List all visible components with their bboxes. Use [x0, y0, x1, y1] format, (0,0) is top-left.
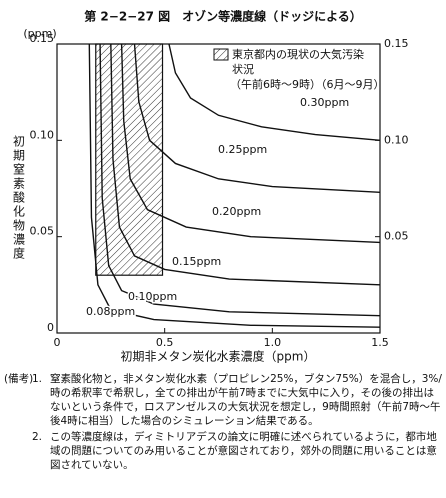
isopleth: [168, 43, 381, 142]
y-tick-label: 0.05: [30, 225, 55, 238]
note-number: 1.: [31, 373, 42, 385]
y2-tick-label: 0.15: [384, 37, 409, 50]
x-tick-label: 0: [54, 336, 61, 349]
isopleth-label: 0.30ppm: [300, 96, 349, 109]
isopleth: [88, 43, 381, 328]
x-tick-label: 0.5: [156, 336, 174, 349]
isopleth: [99, 43, 381, 317]
y-axis-label: 初期窒素酸化物濃度: [12, 135, 26, 261]
legend-swatch: [213, 48, 229, 61]
isopleth-label: 0.15ppm: [172, 255, 221, 268]
isopleth-label: 0.20ppm: [212, 205, 261, 218]
chart-title: 第 2−2−27 図 オゾン等濃度線（ドッジによる）: [84, 9, 362, 24]
note-item: 2. この等濃度線は，ディミトリアデスの論文に明確に述べられているように，都市地域…: [4, 430, 442, 472]
isopleth-label: 0.08ppm: [86, 305, 135, 318]
note-text: この等濃度線は，ディミトリアデスの論文に明確に述べられているように，都市地域の問…: [50, 431, 437, 471]
y-tick-label: 0: [47, 321, 54, 334]
y-unit: (ppm): [23, 27, 56, 40]
x-tick-label: 1.5: [371, 336, 389, 349]
y-tick-label: 0.15: [30, 32, 55, 45]
chart: 第 2−2−27 図 オゾン等濃度線（ドッジによる） (ppm) 初期窒素酸化物…: [12, 9, 409, 364]
note-text: 窒素酸化物と，非メタン炭化水素（プロピレン25%，ブタン75%）を混合し，3%/…: [50, 373, 442, 427]
note-number: 2.: [31, 431, 42, 443]
plot-frame: [56, 43, 381, 334]
isopleth: [110, 43, 381, 286]
region: [95, 43, 164, 276]
isopleth-label: 0.10ppm: [128, 290, 177, 303]
x-axis-label: 初期非メタン炭化水素濃度（ppm）: [121, 349, 316, 364]
isopleth-label: 0.25ppm: [218, 143, 267, 156]
notes-heading: (備考): [4, 373, 34, 385]
legend-label: （午前6時〜9時）（6月〜9月）: [230, 77, 385, 91]
notes: (備考) 1. 窒素酸化物と，非メタン炭化水素（プロピレン25%，ブタン75%）を…: [4, 372, 442, 474]
legend-label: 東京都内の現状の大気汚染: [232, 47, 364, 61]
y2-tick-label: 0.10: [384, 133, 409, 146]
isopleth: [133, 43, 381, 194]
y2-tick-label: 0.05: [384, 230, 409, 243]
legend-label: 状況: [232, 62, 254, 76]
x-tick-label: 1.0: [264, 336, 282, 349]
isopleth: [120, 43, 381, 244]
y-tick-label: 0.10: [30, 128, 55, 141]
note-item: 1. 窒素酸化物と，非メタン炭化水素（プロピレン25%，ブタン75%）を混合し，3…: [4, 372, 442, 428]
